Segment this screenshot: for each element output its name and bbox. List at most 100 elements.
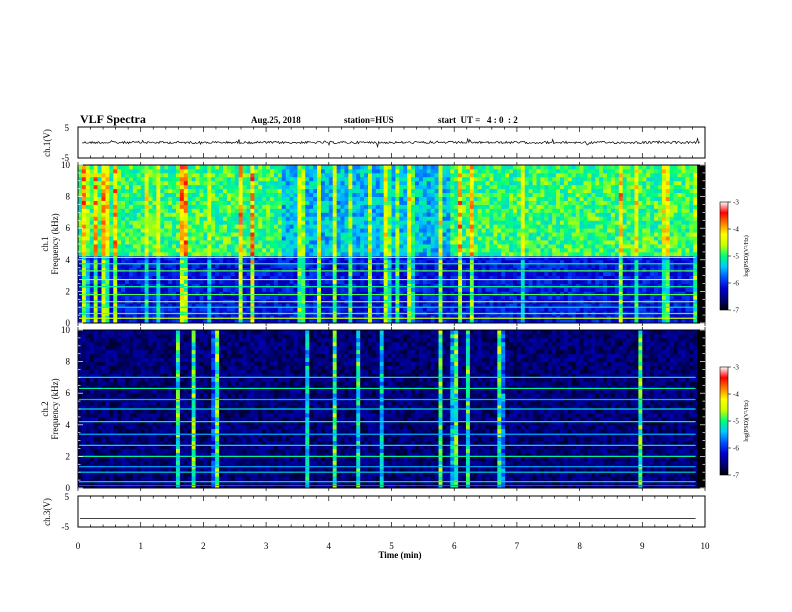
spectrogram-cell [501,279,506,284]
spectrogram-cell [473,228,479,233]
spectrogram-cell [446,315,451,320]
spectrogram-cell [665,275,671,280]
spectrogram-cell [132,240,138,245]
spectrogram-cell [219,267,224,273]
spectrogram-cell [552,275,557,280]
spectrogram-cell [226,263,232,269]
spectrogram-cell [172,295,177,300]
spectrogram-cell [148,271,153,276]
spectrogram-cell [148,315,153,320]
spectrogram-cell [579,244,584,249]
spectrogram-cell [450,232,455,237]
spectrogram-cell [579,247,584,253]
spectrogram-cell [156,228,161,233]
spectrogram-cell [128,259,134,265]
spectrogram-cell [391,247,396,253]
spectrogram-cell [317,303,322,308]
spectrogram-cell [387,295,392,300]
spectrogram-cell [411,208,416,213]
spectrogram-cell [175,259,181,265]
spectrogram-cell [454,295,459,300]
spectrogram-cell [172,263,177,269]
spectrogram-cell [160,275,165,280]
spectrogram-cell [673,216,678,221]
spectrogram-cell [654,236,659,241]
spectrogram-cell [97,315,102,320]
spectrogram-cell [348,315,353,320]
spectrogram-cell [226,228,232,233]
spectrogram-cell [148,200,153,205]
spectrogram-cell [442,283,447,288]
spectrogram-cell [563,216,569,221]
spectrogram-cell [293,212,298,217]
spectrogram-cell [164,283,169,288]
spectrogram-cell [669,319,675,324]
spectrogram-cell [297,291,302,296]
spectrogram-cell [391,263,396,269]
spectrogram-cell [266,224,271,229]
spectrogram-cell [638,263,643,269]
spectrogram-cell [140,204,146,209]
spectrogram-cell [415,216,420,221]
spectrogram-cell [164,303,169,308]
spectrogram-cell [242,271,247,276]
spectrogram-cell [140,200,146,205]
spectrogram-cell [563,240,569,245]
spectrogram-cell [438,220,443,225]
spectrogram-cell [395,208,400,213]
spectrogram-cell [262,307,267,312]
spectrogram-cell [320,224,326,229]
spectrogram-cell [407,303,412,308]
spectrogram-cell [418,283,424,288]
spectrogram-cell [657,275,663,280]
spectrogram-cell [367,319,373,324]
spectrogram-cell [458,244,463,249]
spectrogram-cell [230,307,236,312]
spectrogram-cell [328,263,334,269]
spectrogram-cell [117,232,122,237]
spectrogram-cell [356,244,361,249]
spectrogram-cell [607,251,612,257]
spectrogram-cell [250,247,255,253]
spectrogram-cell [646,279,651,284]
spectrogram-cell [563,267,569,273]
spectrogram-cell [442,287,447,292]
spectrogram-cell [356,283,361,288]
spectrogram-cell [622,216,628,221]
spectrogram-cell [599,220,604,225]
spectrogram-cell [411,204,416,209]
spectrogram-cell [524,271,530,276]
spectrogram-cell [367,283,373,288]
spectrogram-cell [164,204,169,209]
spectrogram-cell [332,291,338,296]
spectrogram-cell [230,267,236,273]
spectrogram-cell [442,275,447,280]
spectrogram-cell [199,287,204,292]
spectrogram-cell [579,315,584,320]
spectrogram-cell [132,200,138,205]
spectrogram-cell [270,315,275,320]
spectrogram-cell [254,303,259,308]
spectrogram-cell [242,216,247,221]
spectrogram-cell [183,263,189,269]
spectrogram-cell [665,212,671,217]
spectrogram-cell [230,319,236,324]
spectrogram-cell [693,244,698,249]
spectrogram-cell [607,208,612,213]
spectrogram-cell [238,267,243,273]
spectrogram-cell [379,251,385,257]
spectrogram-cell [442,279,447,284]
spectrogram-cell [93,307,98,312]
spectrogram-cell [681,220,686,225]
spectrogram-cell [528,247,533,253]
spectrogram-cell [411,240,416,245]
spectrogram-cell [595,247,600,253]
spectrogram-cell [622,291,628,296]
spectrogram-cell [571,287,577,292]
spectrogram-cell [85,228,91,233]
spectrogram-cell [422,307,428,312]
spectrogram-cell [650,283,655,288]
spectrogram-cell [575,295,580,300]
spectrogram-cell [125,295,130,300]
spectrogram-cell [685,319,690,324]
